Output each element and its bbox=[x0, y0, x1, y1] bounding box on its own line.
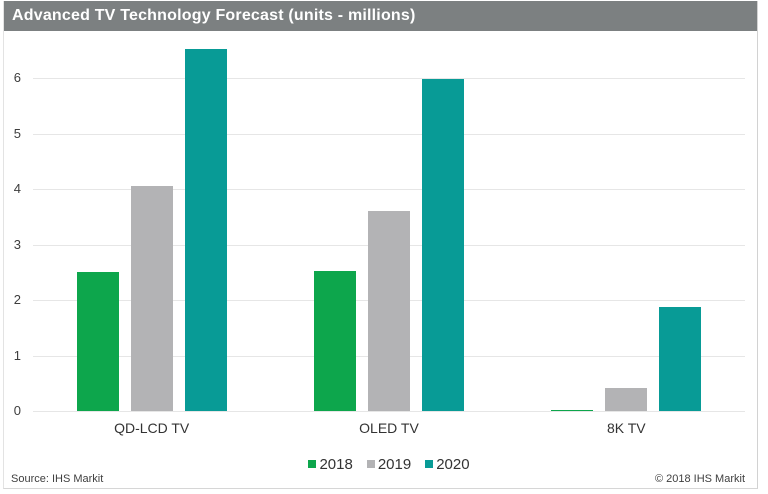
x-axis-label-OLED TV: OLED TV bbox=[359, 420, 419, 436]
legend-label: 2018 bbox=[319, 455, 353, 473]
y-tick-label-4: 4 bbox=[13, 181, 21, 196]
bar-OLED TV-2020 bbox=[421, 79, 464, 411]
legend-item-2019: 2019 bbox=[366, 455, 412, 473]
bar-group-OLED TV bbox=[270, 40, 507, 411]
bar-QD-LCD TV-2019 bbox=[130, 186, 173, 411]
gridline-y-5 bbox=[33, 134, 745, 135]
bar-8K TV-2018 bbox=[551, 410, 594, 411]
y-tick-label-5: 5 bbox=[13, 126, 21, 141]
source-note: Source: IHS Markit bbox=[11, 473, 104, 485]
legend-label: 2020 bbox=[436, 455, 470, 473]
gridline-y-4 bbox=[33, 189, 745, 190]
bar-8K TV-2019 bbox=[605, 388, 648, 411]
chart-card: Advanced TV Technology Forecast (units -… bbox=[3, 1, 758, 489]
bar-OLED TV-2018 bbox=[313, 271, 356, 411]
y-tick-label-0: 0 bbox=[13, 403, 21, 418]
bar-group-QD-LCD TV bbox=[33, 40, 270, 411]
y-tick-label-6: 6 bbox=[13, 70, 21, 85]
bar-QD-LCD TV-2018 bbox=[76, 272, 119, 411]
bar-OLED TV-2019 bbox=[367, 211, 410, 411]
legend-swatch-icon bbox=[308, 460, 317, 468]
bar-8K TV-2020 bbox=[659, 307, 702, 411]
legend-swatch-icon bbox=[425, 460, 434, 468]
y-tick-label-1: 1 bbox=[13, 348, 21, 363]
chart-title: Advanced TV Technology Forecast (units -… bbox=[12, 7, 416, 24]
legend: 2018 2019 2020 bbox=[33, 455, 745, 473]
x-axis-label-QD-LCD TV: QD-LCD TV bbox=[114, 420, 190, 436]
x-axis-label-8K TV: 8K TV bbox=[606, 420, 646, 436]
y-tick-label-2: 2 bbox=[13, 292, 21, 307]
gridline-y-0 bbox=[33, 411, 745, 412]
gridline-y-6 bbox=[33, 78, 745, 79]
x-axis-labels: QD-LCD TV OLED TV 8K TV bbox=[33, 420, 745, 438]
legend-swatch-icon bbox=[366, 460, 375, 468]
bar-QD-LCD TV-2020 bbox=[184, 49, 227, 411]
footer: Source: IHS Markit © 2018 IHS Markit bbox=[4, 471, 757, 485]
bar-group-8K TV bbox=[508, 40, 745, 411]
chart-title-bar: Advanced TV Technology Forecast (units -… bbox=[4, 1, 757, 31]
copyright-note: © 2018 IHS Markit bbox=[654, 473, 745, 485]
legend-item-2018: 2018 bbox=[308, 455, 353, 473]
legend-item-2020: 2020 bbox=[425, 455, 470, 473]
y-tick-label-3: 3 bbox=[13, 237, 21, 252]
plot-area bbox=[33, 40, 745, 412]
legend-label: 2019 bbox=[377, 455, 412, 473]
